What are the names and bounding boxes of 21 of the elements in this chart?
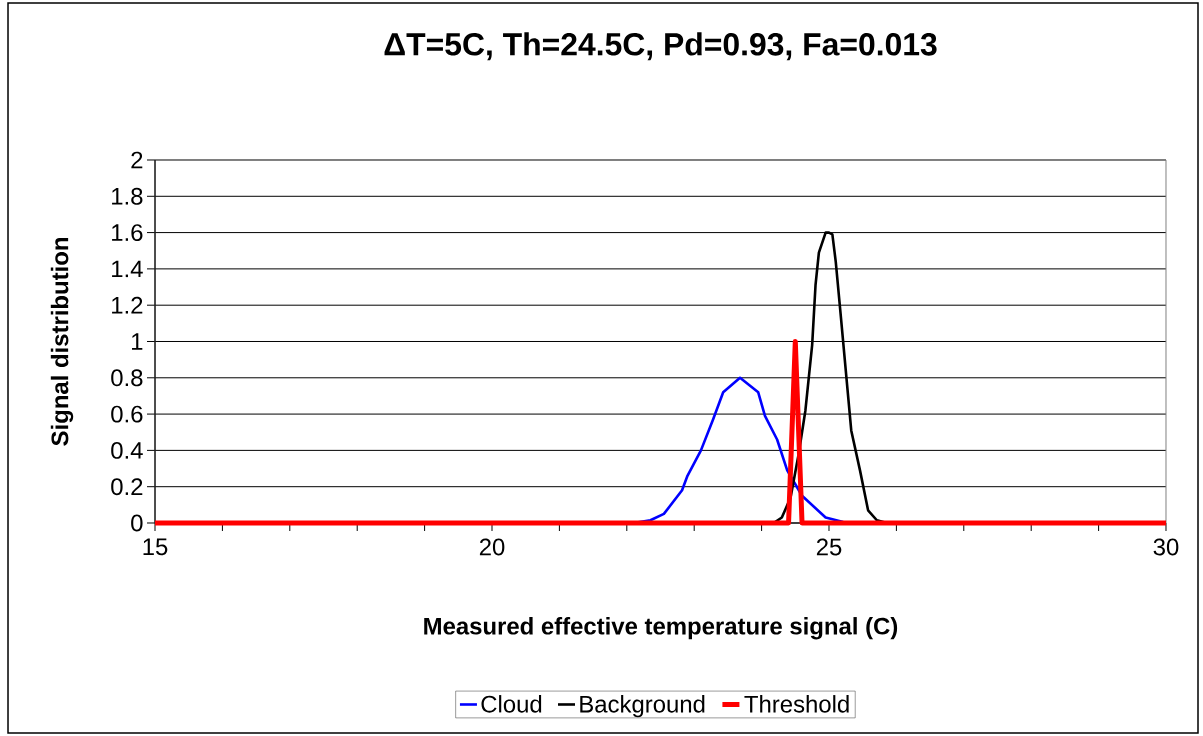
- legend-label: Background: [580, 695, 705, 718]
- y-axis-title: Signal distribution: [50, 238, 74, 446]
- y-tick-label: 1: [132, 333, 143, 350]
- y-tick-label: 1.4: [112, 260, 143, 278]
- chart-title: ΔT=5C, Th=24.5C, Pd=0.93, Fa=0.013: [384, 32, 937, 61]
- y-tick-label: 0: [131, 514, 143, 532]
- y-tick-label: 0.8: [111, 369, 143, 387]
- y-tick-label: 1.8: [112, 187, 143, 205]
- y-tick-label: 0.2: [111, 478, 143, 496]
- legend-label: Threshold: [744, 695, 849, 713]
- x-tick-label: 25: [816, 538, 842, 556]
- x-tick-label: 20: [479, 538, 505, 556]
- y-tick-label: 0.4: [111, 441, 143, 459]
- x-axis-title: Measured effective temperature signal (C): [424, 617, 898, 640]
- x-tick-label: 15: [143, 538, 168, 556]
- x-tick-label: 30: [1153, 538, 1179, 556]
- legend-label: Cloud: [481, 695, 542, 713]
- y-tick-label: 1.2: [112, 296, 143, 314]
- y-tick-label: 0.6: [111, 405, 143, 423]
- y-tick-label: 1.6: [112, 224, 143, 242]
- y-tick-label: 2: [131, 151, 143, 169]
